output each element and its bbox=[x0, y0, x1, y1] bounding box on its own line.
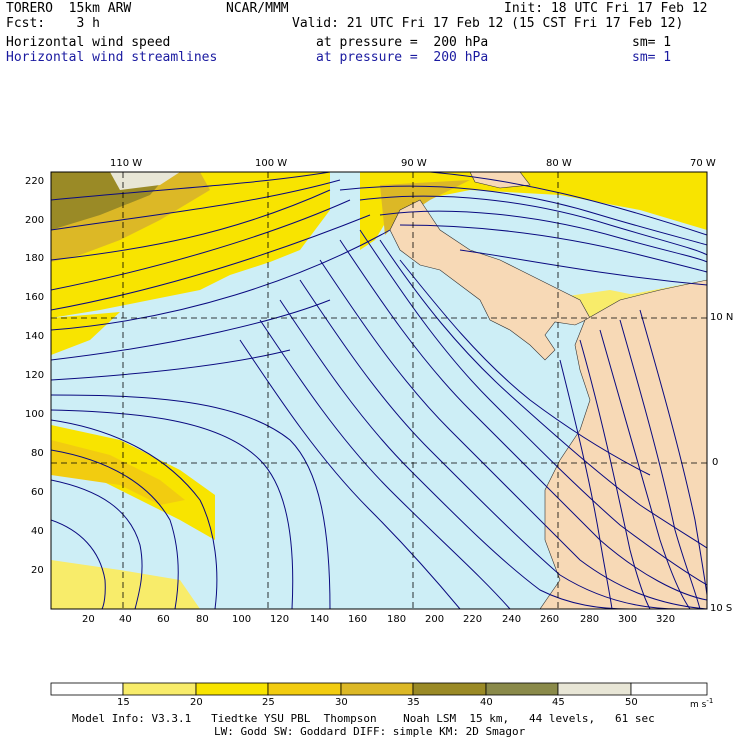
colorbar-label: 50 bbox=[625, 697, 638, 708]
y-tick: 40 bbox=[31, 526, 44, 537]
x-tick: 300 bbox=[618, 614, 638, 625]
x-tick: 20 bbox=[82, 614, 95, 625]
lat-label-10n: 10 N bbox=[710, 312, 734, 323]
colorbar-label: 40 bbox=[480, 697, 493, 708]
speed-band-sw-strong bbox=[51, 440, 185, 505]
streamlines bbox=[51, 172, 707, 609]
forecast-hour: Fcst: 3 h bbox=[6, 16, 100, 31]
y-tick: 20 bbox=[31, 565, 44, 576]
x-tick: 180 bbox=[387, 614, 407, 625]
y-tick: 120 bbox=[25, 370, 45, 381]
colorbar-label: 15 bbox=[117, 697, 130, 708]
colorbar-label: 30 bbox=[335, 697, 348, 708]
lon-label-110w: 110 W bbox=[110, 158, 143, 169]
x-tick: 260 bbox=[540, 614, 560, 625]
x-tick: 120 bbox=[270, 614, 290, 625]
y-tick: 100 bbox=[25, 409, 45, 420]
init-time: Init: 18 UTC Fri 17 Feb 12 bbox=[504, 1, 708, 16]
x-tick: 140 bbox=[310, 614, 330, 625]
lon-label-80w: 80 W bbox=[546, 158, 572, 169]
field1-smoothing: sm= 1 bbox=[632, 35, 672, 50]
x-tick: 40 bbox=[119, 614, 132, 625]
y-tick: 200 bbox=[25, 215, 45, 226]
speed-band-s bbox=[51, 560, 200, 609]
central-america-land bbox=[389, 199, 591, 361]
colorbar-label: 45 bbox=[552, 697, 565, 708]
colorbar-unit: m s-1 bbox=[690, 697, 714, 710]
y-tick: 80 bbox=[31, 448, 44, 459]
x-tick: 80 bbox=[196, 614, 209, 625]
lon-label-100w: 100 W bbox=[255, 158, 288, 169]
y-tick: 220 bbox=[25, 176, 45, 187]
x-tick: 200 bbox=[425, 614, 445, 625]
speed-band-nw-max bbox=[110, 172, 180, 190]
field1-level: at pressure = 200 hPa bbox=[316, 35, 489, 50]
y-tick: 60 bbox=[31, 487, 44, 498]
x-tick: 100 bbox=[232, 614, 252, 625]
map-frame bbox=[50, 171, 708, 610]
field1-name: Horizontal wind speed bbox=[6, 35, 171, 50]
model-title: TORERO 15km ARW bbox=[6, 1, 132, 16]
x-tick: 160 bbox=[348, 614, 368, 625]
colorbar-label: 20 bbox=[190, 697, 203, 708]
speed-band-n-strong bbox=[380, 180, 470, 235]
lon-label-70w: 70 W bbox=[690, 158, 716, 169]
x-tick: 320 bbox=[656, 614, 676, 625]
field2-smoothing: sm= 1 bbox=[632, 50, 672, 65]
field2-name: Horizontal wind streamlines bbox=[6, 50, 218, 65]
model-info-line1: Model Info: V3.3.1 Tiedtke YSU PBL Thomp… bbox=[72, 712, 655, 725]
y-tick: 160 bbox=[25, 292, 45, 303]
y-tick: 180 bbox=[25, 253, 45, 264]
x-tick: 60 bbox=[157, 614, 170, 625]
lat-lon-grid bbox=[51, 172, 707, 609]
field2-level: at pressure = 200 hPa bbox=[316, 50, 489, 65]
x-tick: 280 bbox=[580, 614, 600, 625]
colorbar bbox=[50, 682, 708, 696]
colorbar-label: 25 bbox=[262, 697, 275, 708]
speed-band-w bbox=[51, 312, 120, 355]
y-tick: 140 bbox=[25, 331, 45, 342]
x-tick: 240 bbox=[502, 614, 522, 625]
lat-label-10s: 10 S bbox=[710, 603, 733, 614]
colorbar-label: 35 bbox=[407, 697, 420, 708]
valid-time: Valid: 21 UTC Fri 17 Feb 12 (15 CST Fri … bbox=[292, 16, 684, 31]
model-info-line2: LW: Godd SW: Goddard DIFF: simple KM: 2D… bbox=[214, 725, 526, 738]
lat-label-0: 0 bbox=[712, 457, 719, 468]
x-tick: 220 bbox=[463, 614, 483, 625]
org-label: NCAR/MMM bbox=[226, 1, 289, 16]
lon-label-90w: 90 W bbox=[401, 158, 427, 169]
south-america-land bbox=[539, 279, 707, 609]
